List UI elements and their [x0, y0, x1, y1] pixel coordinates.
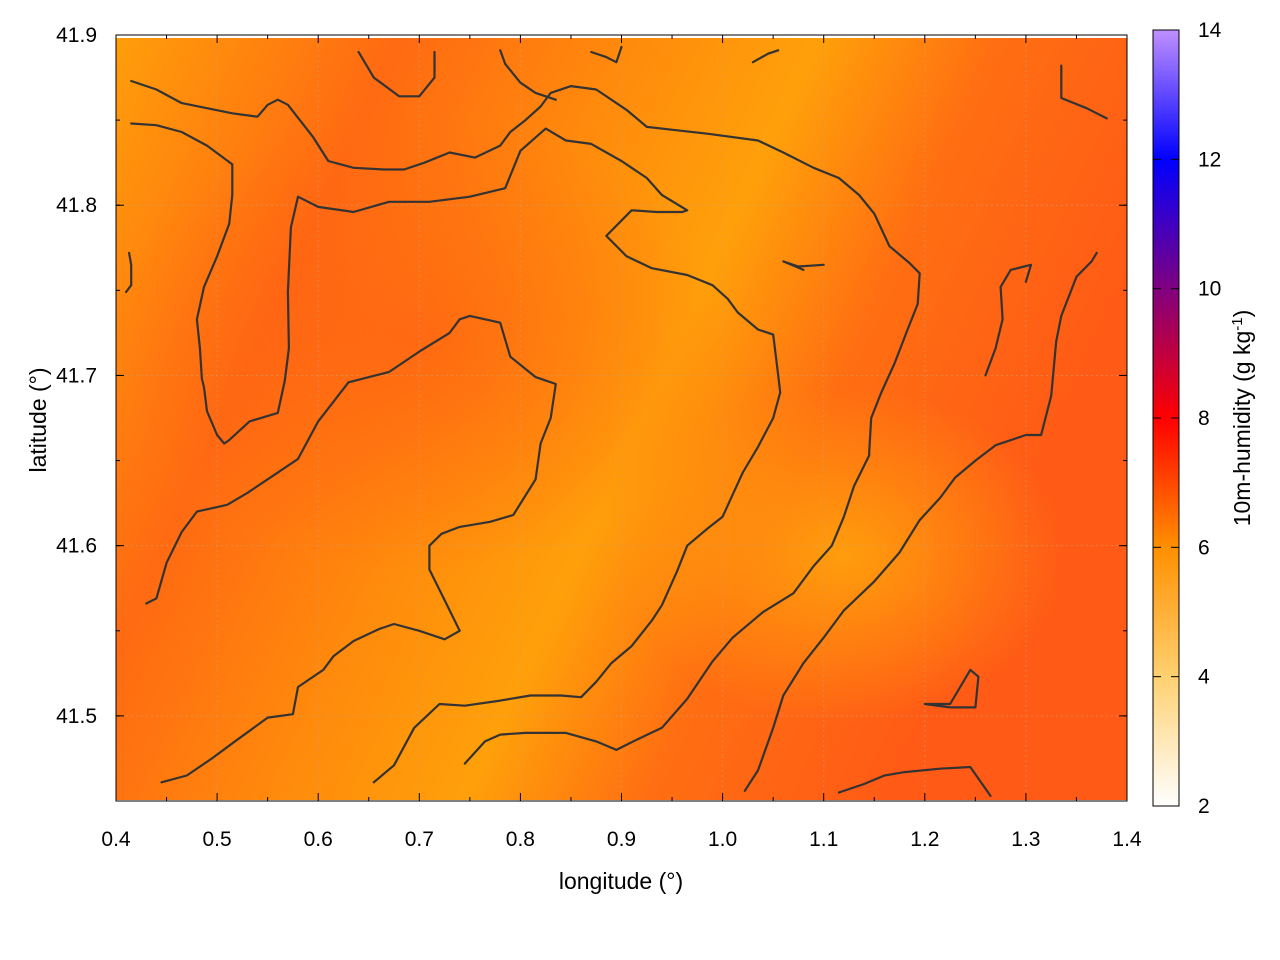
- contour-line: [130, 122, 782, 784]
- x-axis-label: longitude (°): [559, 868, 683, 894]
- colorbar-tick-label: 6: [1198, 536, 1210, 559]
- contour-line: [984, 263, 1033, 377]
- contour-line: [357, 50, 436, 98]
- contour-line: [782, 260, 825, 271]
- colorbar: 2 4 6 8 10 12 14 10m-humidity (g kg-1): [1152, 19, 1256, 818]
- contour-line: [837, 765, 992, 798]
- y-tick-labels: 41.5 41.6 41.7 41.8 41.9: [56, 24, 97, 728]
- contour-line: [743, 251, 1098, 792]
- contour-line: [124, 251, 133, 294]
- x-tick-label: 1.3: [1011, 828, 1040, 851]
- colorbar-label: 10m-humidity (g kg-1): [1229, 310, 1256, 527]
- colorbar-label-sup: -1: [1229, 317, 1246, 330]
- contour-line: [590, 45, 623, 64]
- contour-lines: [124, 45, 1108, 798]
- x-tick-label: 0.9: [607, 828, 636, 851]
- colorbar-tick-label: 8: [1198, 407, 1210, 430]
- y-tick-label: 41.7: [56, 364, 97, 387]
- x-tick-label: 1.0: [708, 828, 737, 851]
- contour-line: [130, 79, 921, 765]
- colorbar-ticks: 2 4 6 8 10 12 14: [1153, 19, 1222, 818]
- x-tick-label: 1.1: [809, 828, 838, 851]
- y-tick-label: 41.5: [56, 705, 97, 728]
- x-tick-label: 1.4: [1112, 828, 1142, 851]
- contour-line: [145, 314, 557, 784]
- x-tick-label: 0.8: [506, 828, 535, 851]
- x-tick-label: 0.6: [304, 828, 333, 851]
- x-tick-label: 0.5: [202, 828, 231, 851]
- x-tick-labels: 0.4 0.5 0.6 0.7 0.8 0.9 1.0 1.1 1.2 1.3 1.4: [101, 828, 1142, 851]
- colorbar-tick-label: 2: [1198, 795, 1210, 818]
- contour-line: [923, 668, 980, 709]
- contour-line: [499, 49, 557, 101]
- y-tick-label: 41.9: [56, 24, 97, 47]
- y-tick-label: 41.8: [56, 194, 97, 217]
- x-tick-label: 0.4: [101, 828, 131, 851]
- colorbar-tick-label: 12: [1198, 148, 1221, 171]
- colorbar-label-main: 10m-humidity (g kg: [1229, 331, 1255, 527]
- colorbar-label-end: ): [1229, 310, 1255, 318]
- y-tick-label: 41.6: [56, 535, 97, 558]
- colorbar-tick-label: 14: [1198, 19, 1222, 42]
- plot-area: [115, 34, 1128, 802]
- colorbar-tick-label: 4: [1198, 666, 1210, 689]
- y-axis-label: latitude (°): [25, 367, 51, 472]
- x-tick-label: 1.2: [910, 828, 939, 851]
- contour-line: [1060, 64, 1108, 120]
- contour-line: [751, 49, 780, 64]
- x-tick-label: 0.7: [405, 828, 434, 851]
- colorbar-tick-label: 10: [1198, 278, 1221, 301]
- tick-marks: [115, 34, 1128, 802]
